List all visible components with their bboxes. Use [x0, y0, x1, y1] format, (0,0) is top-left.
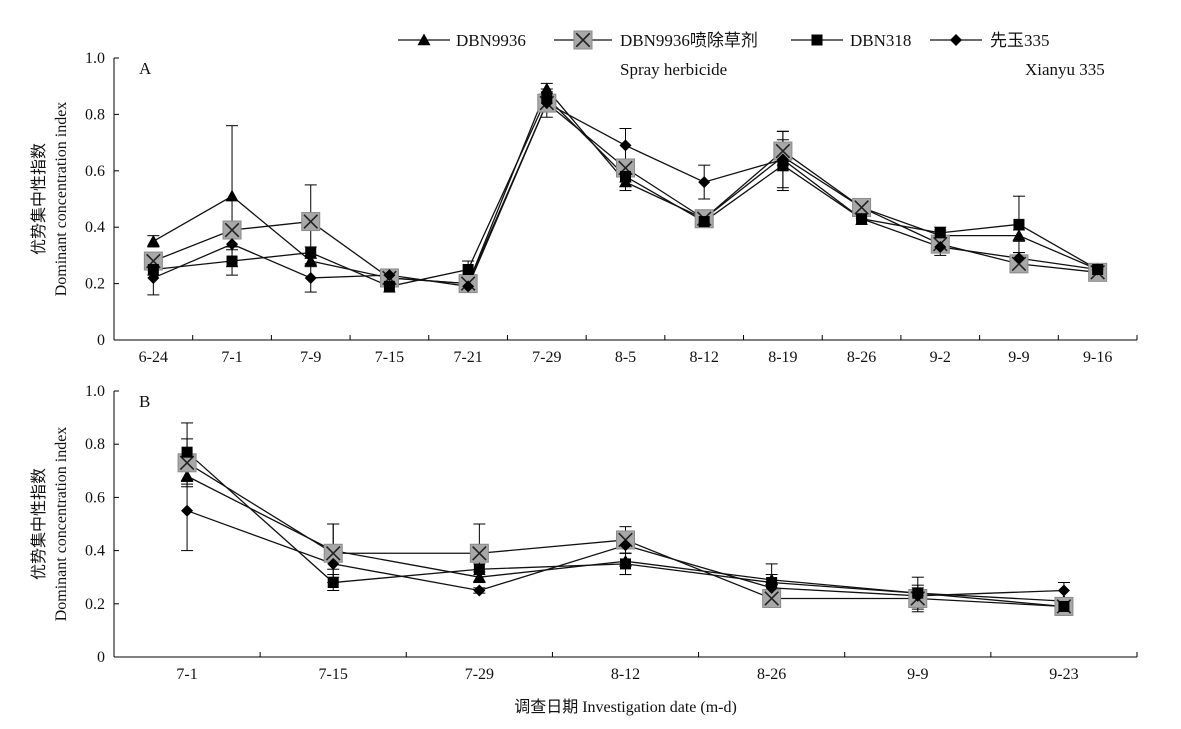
legend-marker: [950, 34, 962, 46]
data-point: [934, 240, 947, 253]
y-tick-label: 1.0: [85, 383, 105, 400]
y-tick-label: 0.4: [85, 543, 105, 560]
data-point: [1012, 252, 1025, 265]
data-point: [469, 543, 489, 563]
data-point: [911, 589, 924, 602]
data-point: [305, 247, 317, 259]
x-tick-label: 7-1: [176, 666, 197, 683]
data-point: [619, 139, 632, 152]
data-point: [620, 170, 631, 182]
y-tick-label: 0.6: [85, 489, 105, 506]
x-tick-label: 8-19: [768, 349, 797, 366]
data-point: [698, 176, 711, 189]
x-tick-label: 6-24: [139, 349, 168, 366]
data-point: [226, 255, 238, 267]
data-point: [226, 238, 239, 251]
data-point: [1091, 263, 1104, 276]
y-tick-label: 0.2: [85, 596, 105, 613]
legend-label: DBN9936喷除草剂: [620, 31, 758, 50]
x-axis-title: 调查日期 Investigation date (m-d): [514, 698, 737, 716]
y-axis-title-en: Dominant concentration index: [53, 427, 70, 622]
legend-marker: [417, 33, 431, 46]
data-point: [301, 212, 321, 232]
panel-label: A: [139, 59, 152, 78]
data-point: [473, 563, 485, 575]
x-tick-label: 9-16: [1083, 349, 1112, 366]
y-tick-label: 0.8: [85, 106, 105, 123]
series-line: [153, 96, 1098, 288]
data-point: [540, 97, 553, 110]
data-point: [1012, 229, 1026, 241]
legend-label-sub: Spray herbicide: [620, 60, 727, 79]
data-point: [304, 271, 317, 284]
x-tick-label: 8-12: [690, 349, 719, 366]
x-tick-label: 9-2: [930, 349, 951, 366]
x-tick-label: 9-9: [1008, 349, 1029, 366]
x-tick-label: 8-26: [847, 349, 876, 366]
legend-label: 先玉335: [990, 31, 1050, 50]
y-tick-label: 0.4: [85, 219, 105, 236]
x-tick-label: 8-26: [757, 666, 786, 683]
data-point: [147, 264, 159, 275]
legend-marker: [573, 30, 593, 50]
data-point: [934, 227, 946, 239]
data-point: [776, 153, 789, 166]
x-tick-label: 7-21: [453, 349, 482, 366]
data-point: [327, 577, 339, 589]
data-point: [473, 584, 486, 597]
y-tick-label: 0: [97, 649, 105, 666]
legend-label: DBN9936: [456, 31, 526, 50]
x-tick-label: 8-12: [611, 666, 640, 683]
data-point: [147, 271, 160, 284]
data-point: [304, 254, 318, 267]
data-point: [225, 189, 239, 202]
x-tick-label: 7-29: [465, 666, 494, 683]
data-point: [1057, 584, 1070, 597]
data-point: [773, 141, 793, 161]
x-tick-label: 9-9: [907, 666, 928, 683]
y-tick-label: 0.2: [85, 276, 105, 293]
y-tick-label: 0.6: [85, 163, 105, 180]
y-axis-title-cn: 优势集中性指数: [30, 468, 48, 580]
data-point: [540, 82, 554, 95]
data-point: [383, 269, 396, 282]
x-tick-label: 7-1: [221, 349, 242, 366]
data-point: [698, 216, 710, 228]
data-point: [1058, 600, 1070, 612]
data-point: [855, 212, 868, 225]
y-tick-label: 1.0: [85, 50, 105, 67]
y-tick-label: 0.8: [85, 436, 105, 453]
data-point: [472, 570, 486, 583]
legend-label-sub: Xianyu 335: [1025, 60, 1105, 79]
data-point: [619, 539, 632, 552]
data-point: [181, 504, 194, 517]
data-point: [181, 446, 193, 458]
x-tick-label: 9-23: [1049, 666, 1078, 683]
data-point: [383, 280, 395, 292]
data-point: [1013, 218, 1025, 230]
x-tick-label: 7-15: [319, 666, 348, 683]
y-axis-title-en: Dominant concentration index: [53, 102, 70, 297]
data-point: [222, 220, 242, 240]
data-point: [462, 280, 475, 293]
data-point: [327, 557, 340, 570]
data-point: [462, 264, 474, 275]
data-point: [180, 469, 194, 482]
data-point: [146, 234, 160, 247]
data-point: [620, 558, 631, 570]
legend-label: DBN318: [850, 31, 911, 50]
panel-label: B: [139, 392, 150, 411]
x-tick-label: 7-29: [532, 349, 561, 366]
x-tick-label: 7-9: [300, 349, 321, 366]
y-axis-title-cn: 优势集中性指数: [30, 143, 48, 255]
x-tick-label: 7-15: [375, 349, 404, 366]
y-tick-label: 0: [97, 332, 105, 349]
data-point: [765, 581, 778, 594]
x-tick-label: 8-5: [615, 349, 636, 366]
legend-marker: [811, 34, 823, 46]
